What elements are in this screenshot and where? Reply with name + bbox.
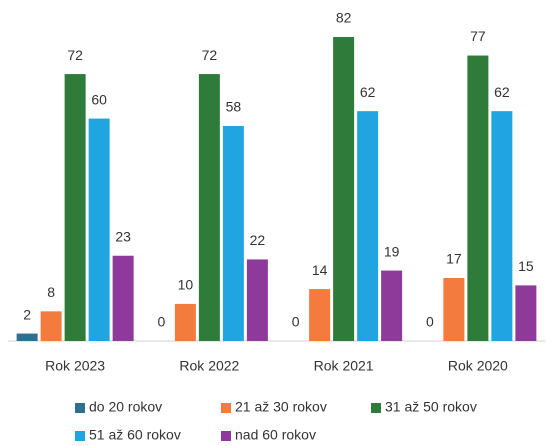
x-tick-label: Rok 2023 — [45, 358, 105, 374]
data-label: 17 — [446, 251, 462, 267]
data-label: 14 — [312, 262, 328, 278]
bar — [309, 289, 331, 341]
data-label: 72 — [67, 47, 83, 63]
legend-swatch — [221, 431, 231, 441]
legend-swatch — [75, 403, 85, 413]
legend-label: nad 60 rokov — [235, 427, 316, 443]
bar — [443, 277, 465, 341]
data-label: 60 — [91, 91, 107, 107]
data-label: 15 — [518, 258, 534, 274]
legend-swatch — [75, 431, 85, 441]
legend-swatch — [371, 403, 381, 413]
x-tick-label: Rok 2022 — [179, 358, 239, 374]
bar — [381, 270, 403, 341]
bar — [112, 255, 134, 341]
data-label: 72 — [202, 47, 218, 63]
bar — [246, 259, 268, 341]
bar — [333, 37, 355, 341]
data-label: 22 — [250, 232, 266, 248]
bar — [174, 303, 196, 341]
data-label: 0 — [426, 314, 434, 330]
bar — [16, 333, 38, 341]
legend-label: do 20 rokov — [89, 399, 162, 415]
data-label: 77 — [470, 28, 486, 44]
legend-label: 21 až 30 rokov — [235, 399, 327, 415]
bar — [88, 118, 110, 341]
bar — [467, 55, 489, 341]
bar — [222, 125, 244, 341]
x-tick-label: Rok 2021 — [314, 358, 374, 374]
data-label: 0 — [157, 314, 165, 330]
bar — [198, 74, 220, 341]
data-label: 23 — [115, 228, 131, 244]
bar — [515, 285, 537, 341]
data-label: 62 — [494, 84, 510, 100]
bar — [40, 311, 62, 341]
data-label: 58 — [226, 99, 242, 115]
legend-label: 51 až 60 rokov — [89, 427, 181, 443]
data-label: 19 — [384, 243, 400, 259]
bar — [357, 111, 379, 342]
data-label: 8 — [47, 284, 55, 300]
bar — [491, 111, 513, 342]
data-label: 82 — [336, 10, 352, 26]
bar — [64, 74, 86, 341]
data-label: 2 — [23, 306, 31, 322]
legend-swatch — [221, 403, 231, 413]
data-label: 62 — [360, 84, 376, 100]
data-label: 0 — [292, 314, 300, 330]
data-label: 10 — [178, 277, 194, 293]
legend-label: 31 až 50 rokov — [385, 399, 477, 415]
x-tick-label: Rok 2020 — [448, 358, 508, 374]
